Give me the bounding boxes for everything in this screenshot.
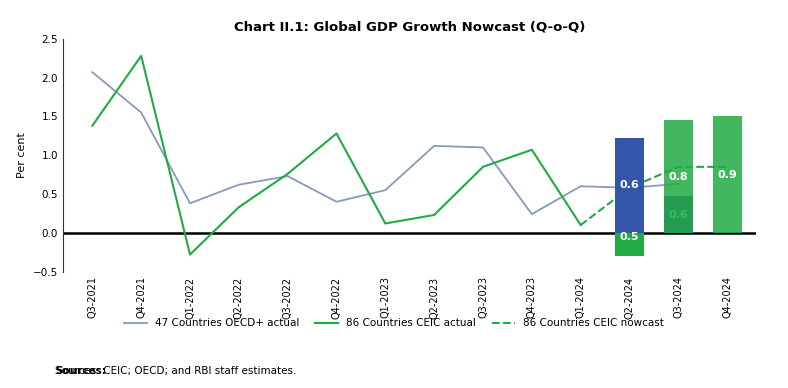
Text: 0.6: 0.6 [619,180,639,191]
Text: Sources: CEIC; OECD; and RBI staff estimates.: Sources: CEIC; OECD; and RBI staff estim… [55,366,296,376]
Text: 0.9: 0.9 [717,170,737,180]
Bar [615,138,644,233]
Text: Sources:: Sources: [55,366,106,376]
Text: 0.8: 0.8 [668,171,688,182]
Legend: 47 Countries OECD+ actual, 86 Countries CEIC actual, 86 Countries CEIC nowcast: 47 Countries OECD+ actual, 86 Countries … [120,314,668,333]
Text: 0.6: 0.6 [668,210,688,220]
Y-axis label: Per cent: Per cent [17,132,28,178]
Text: 0.5: 0.5 [620,232,639,242]
Title: Chart II.1: Global GDP Growth Nowcast (Q-o-Q): Chart II.1: Global GDP Growth Nowcast (Q… [234,21,585,33]
Bar [615,217,644,256]
Bar [663,120,693,233]
Bar [663,196,693,233]
Bar [712,116,742,233]
